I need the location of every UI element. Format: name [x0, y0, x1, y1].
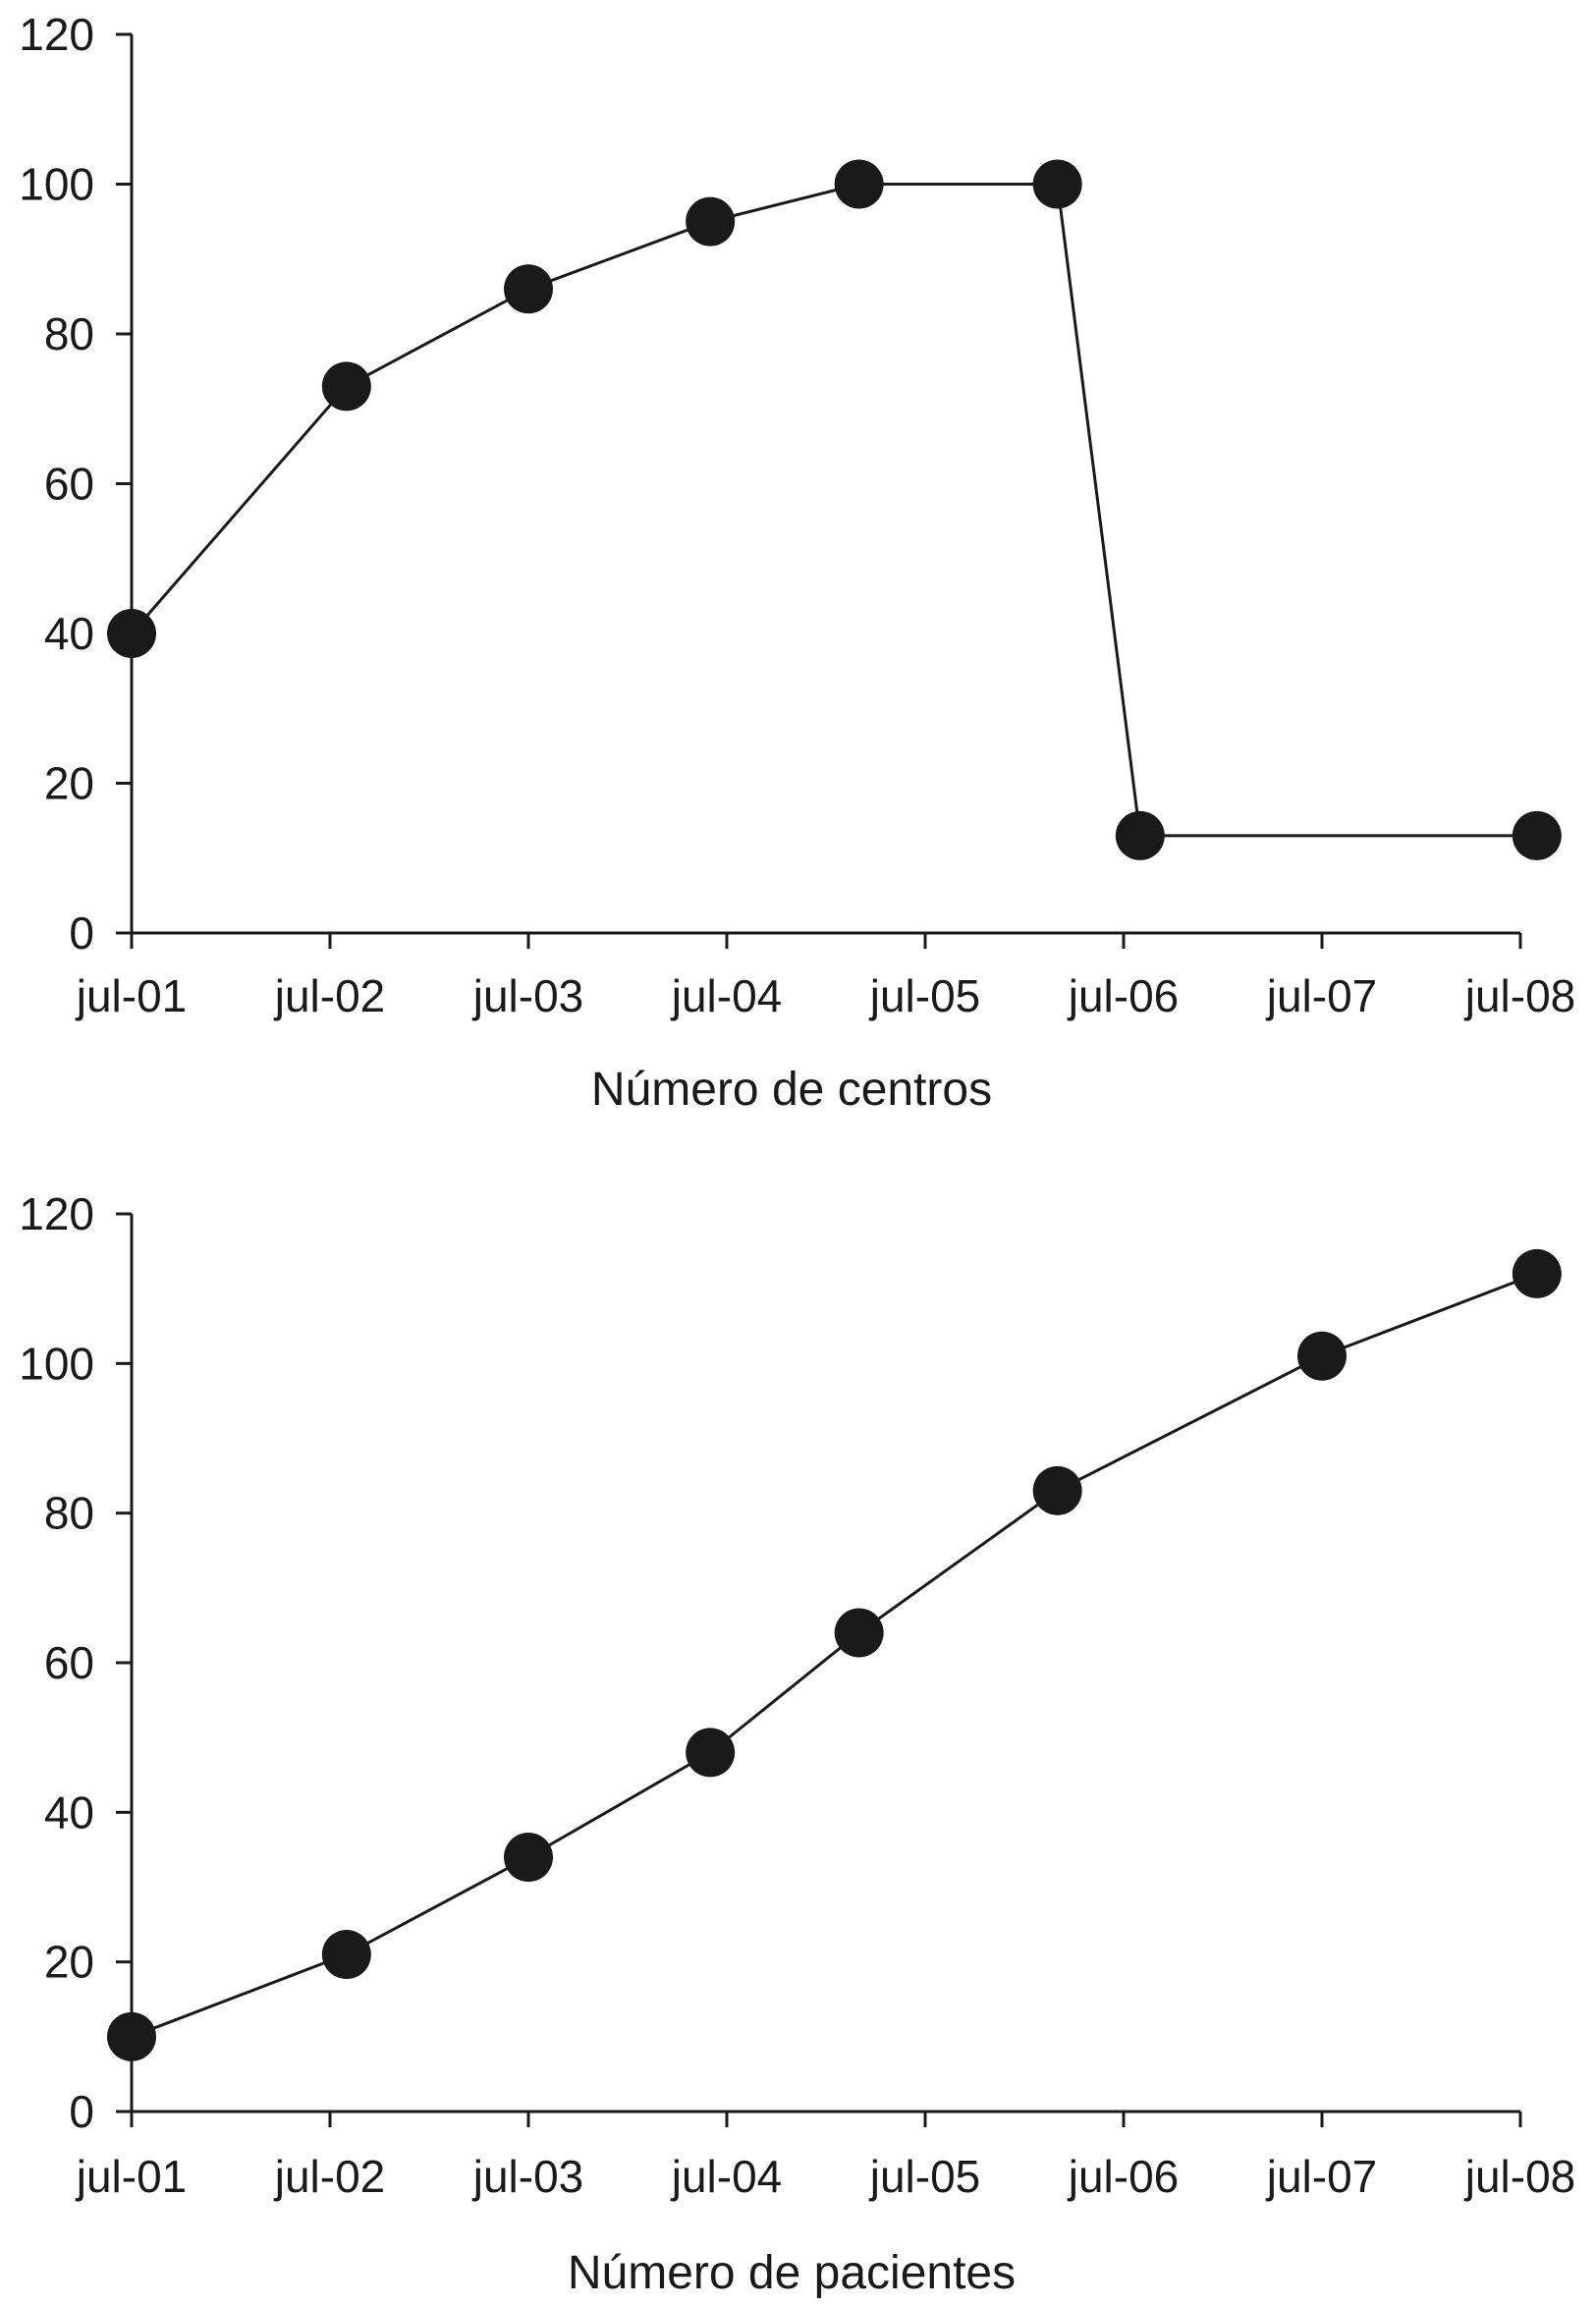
data-point: [1032, 159, 1082, 209]
data-point: [1115, 810, 1165, 860]
y-tick-label: 100: [19, 159, 94, 210]
data-point: [686, 196, 736, 247]
y-tick-label: 20: [44, 1937, 94, 1988]
y-tick-label: 0: [69, 2086, 94, 2137]
chart-numero-de-pacientes: 0 20 40 60 80 100 120 jul-01 jul-02 jul-03 jul-04 j…: [19, 1188, 1575, 2299]
x-tick-label: jul-06: [1067, 2151, 1180, 2202]
data-point: [107, 2011, 156, 2061]
y-tick-label: 60: [44, 459, 94, 510]
series-line: [130, 183, 1537, 838]
y-tick-label: 80: [44, 308, 94, 359]
x-tick-label: jul-08: [1463, 2151, 1576, 2202]
x-tick-label: jul-03: [471, 970, 584, 1021]
chart-numero-de-centros: 0 20 40 60 80 100 120 jul-01 jul-02 jul-03 jul-04 j…: [19, 9, 1575, 1116]
data-point: [1032, 1465, 1082, 1515]
y-tick-label: 120: [19, 9, 94, 60]
y-tick-label: 60: [44, 1637, 94, 1688]
data-point: [834, 1608, 884, 1658]
x-tick-label: jul-07: [1265, 970, 1378, 1021]
data-point: [1297, 1331, 1347, 1381]
y-tick-label: 100: [19, 1338, 94, 1389]
x-tick-label: jul-02: [273, 970, 386, 1021]
data-point: [107, 609, 156, 658]
data-point: [504, 264, 553, 314]
x-tick-label: jul-02: [273, 2151, 386, 2202]
data-point: [504, 1833, 553, 1883]
x-tick-label: jul-08: [1463, 970, 1576, 1021]
y-tick-label: 40: [44, 608, 94, 659]
y-tick-label: 80: [44, 1488, 94, 1539]
y-tick-label: 20: [44, 758, 94, 809]
x-tick-label: jul-07: [1265, 2151, 1378, 2202]
x-tick-label: jul-05: [868, 970, 981, 1021]
x-tick-label: jul-04: [670, 970, 783, 1021]
x-tick-label: jul-06: [1067, 970, 1180, 1021]
series-line: [131, 1272, 1538, 2039]
y-tick-label: 120: [19, 1188, 94, 1239]
data-point: [834, 159, 884, 209]
y-tick-label: 40: [44, 1786, 94, 1838]
x-axis-title: Número de centros: [591, 1064, 992, 1116]
x-tick-label: jul-04: [670, 2151, 783, 2202]
data-point: [321, 1930, 371, 1980]
x-axis-title: Número de pacientes: [568, 2247, 1016, 2299]
x-tick-label: jul-01: [75, 970, 188, 1021]
data-point: [1512, 810, 1562, 860]
data-point: [686, 1728, 736, 1778]
x-tick-label: jul-05: [868, 2151, 981, 2202]
x-tick-label: jul-01: [75, 2151, 188, 2202]
x-tick-label: jul-03: [471, 2151, 584, 2202]
data-point: [1512, 1248, 1562, 1298]
data-point: [321, 361, 371, 412]
y-tick-label: 0: [69, 907, 94, 959]
